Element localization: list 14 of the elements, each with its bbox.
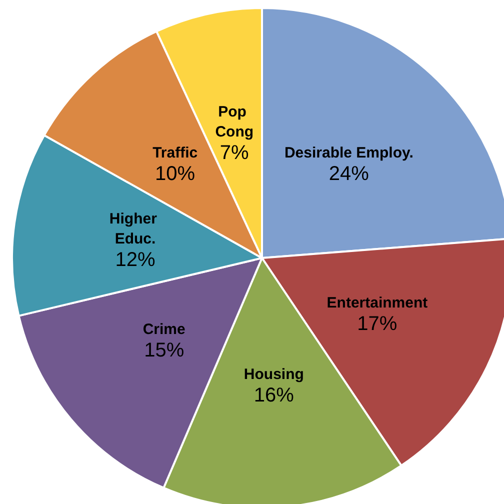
- slice-label: Housing: [244, 366, 304, 383]
- data-label: 10%: [155, 163, 196, 186]
- data-label: 17%: [357, 312, 398, 335]
- slice-label: Entertainment: [326, 294, 428, 312]
- data-label: 16%: [254, 384, 294, 406]
- data-label: 7%: [220, 142, 250, 164]
- slice-label: Higher Educ.: [109, 210, 162, 248]
- data-label: 15%: [144, 339, 184, 362]
- slice-label: Crime: [142, 320, 186, 338]
- slice-label: Desirable Employ.: [284, 144, 414, 162]
- slice-label: Pop Cong: [215, 104, 254, 141]
- data-label: 12%: [115, 249, 156, 272]
- slice-label: Traffic: [152, 144, 198, 162]
- data-label: 24%: [328, 163, 370, 186]
